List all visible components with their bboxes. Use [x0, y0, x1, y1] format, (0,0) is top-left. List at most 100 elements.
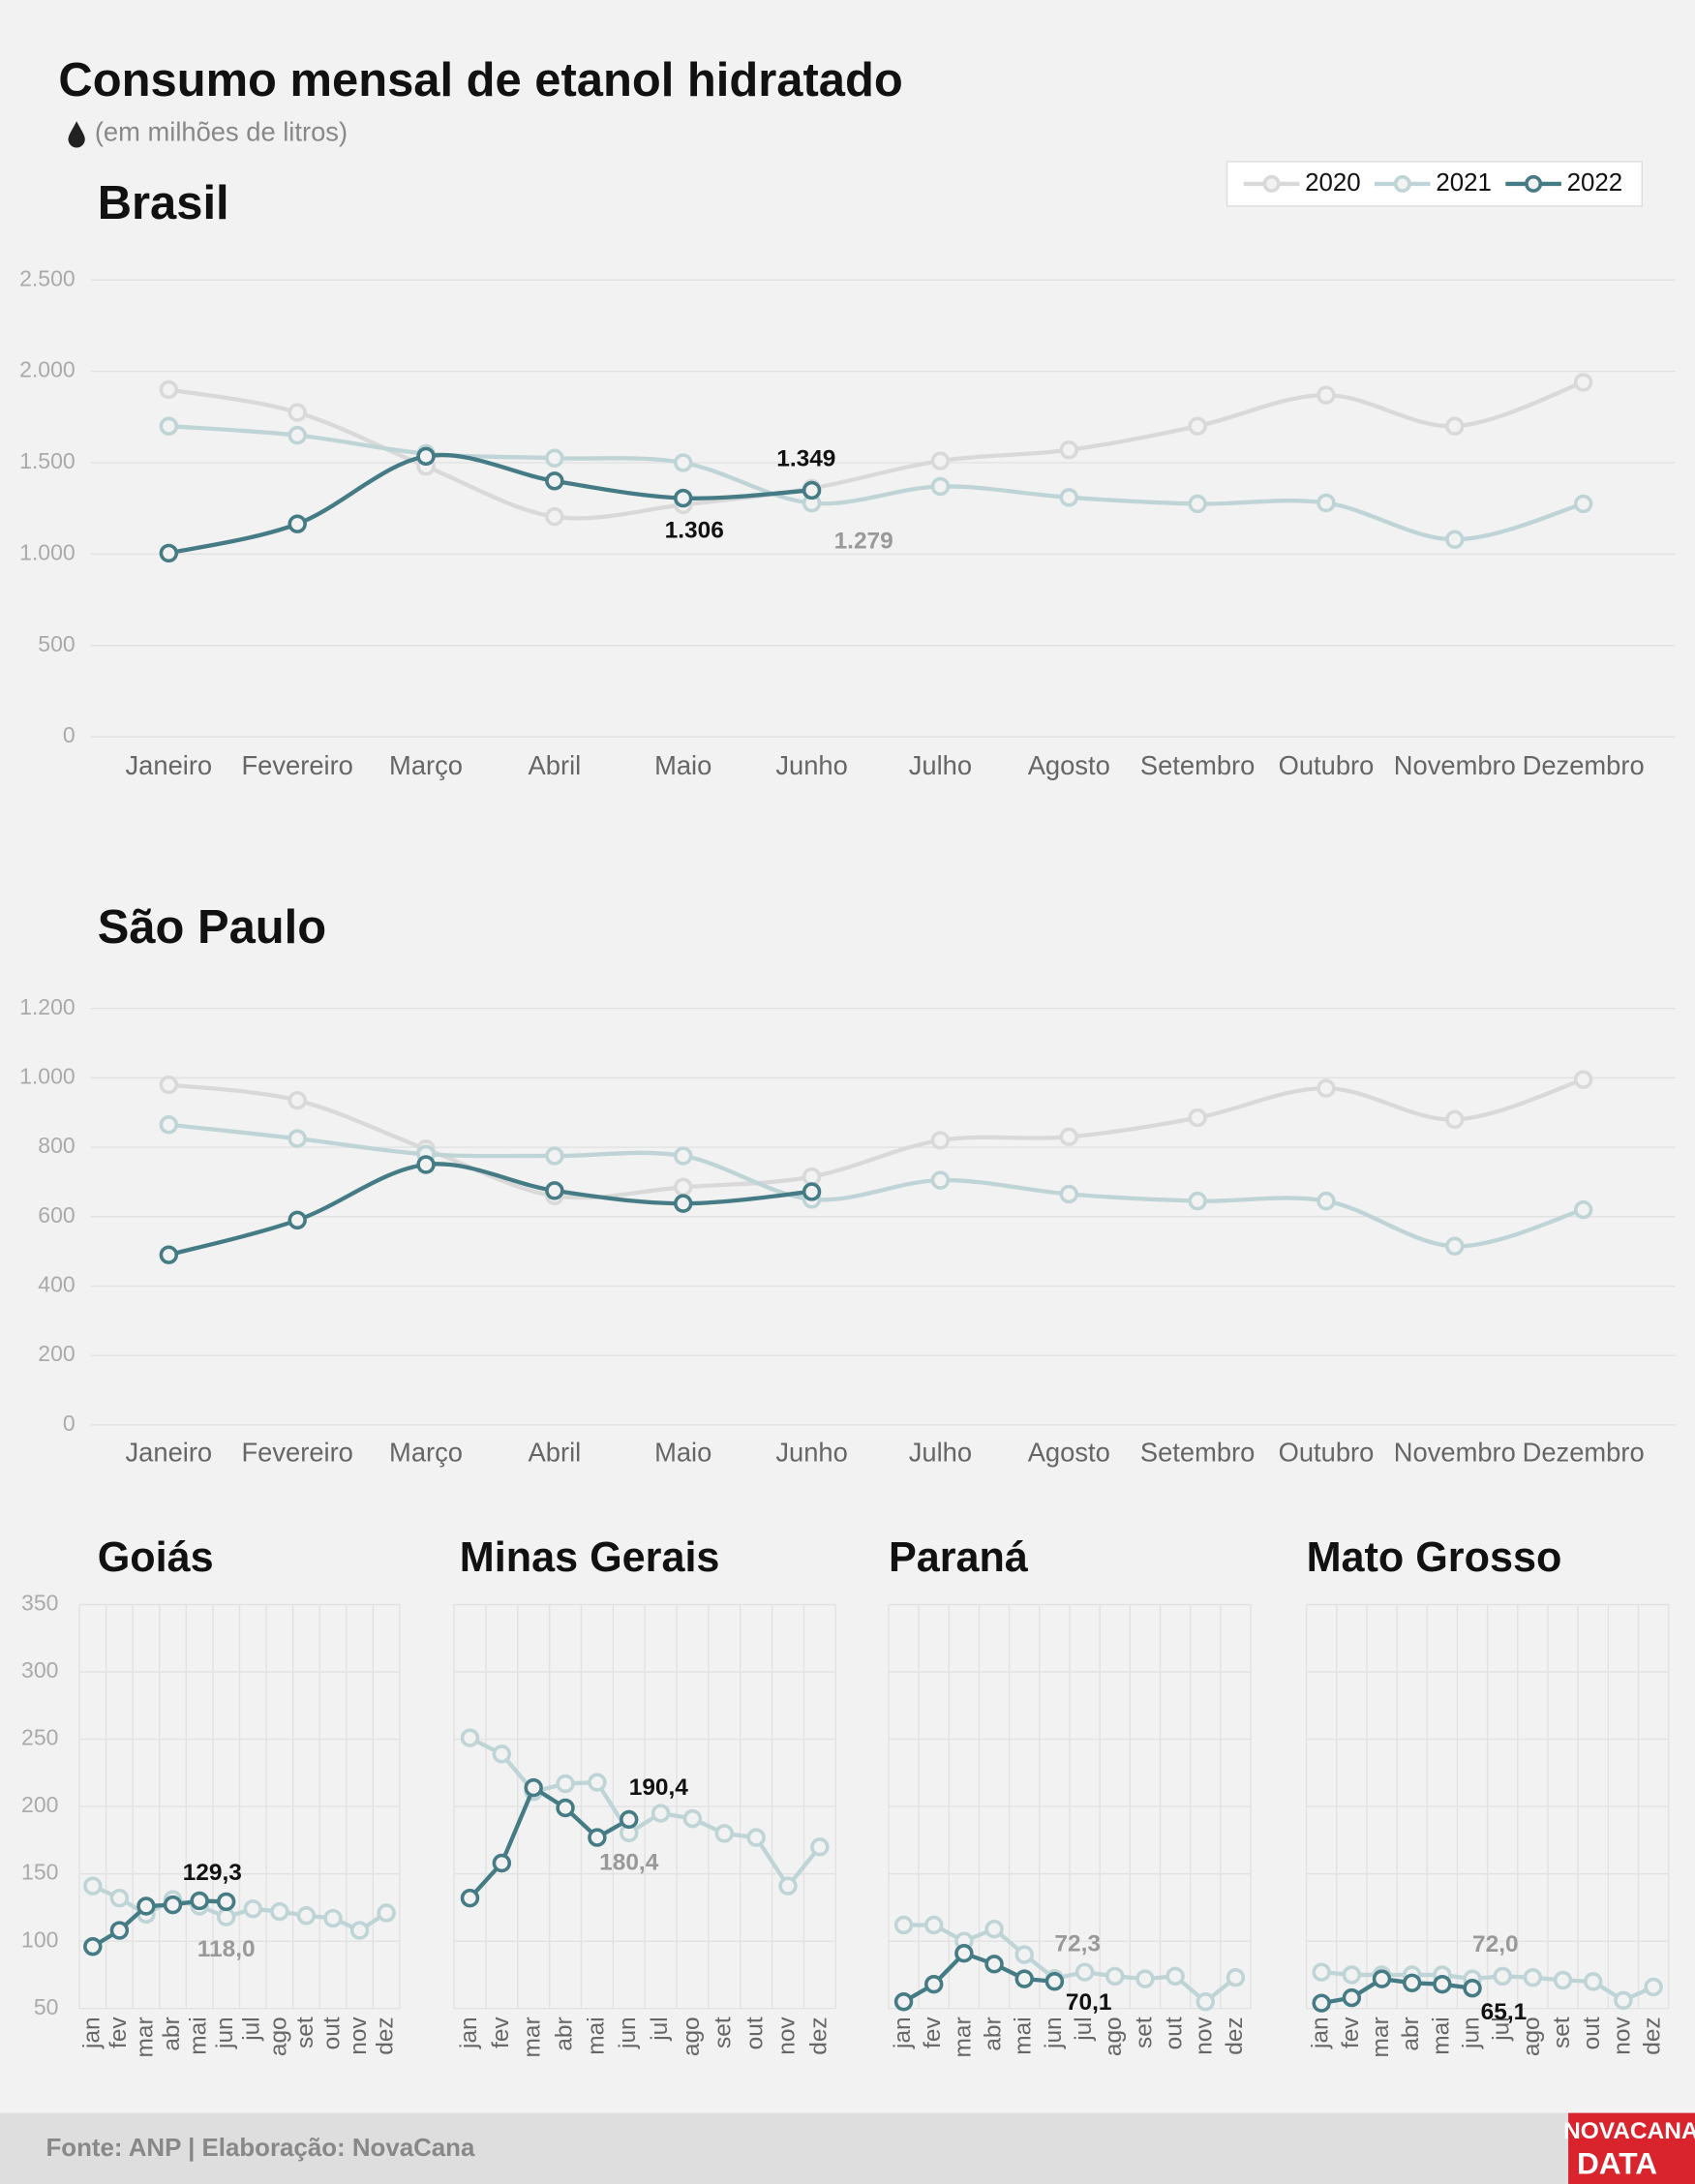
data-point — [1573, 1070, 1593, 1089]
data-point — [136, 1896, 156, 1916]
x-tick-label: Maio — [654, 750, 711, 780]
data-point — [545, 506, 564, 527]
x-tick-label: jul — [1489, 2017, 1515, 2041]
data-point — [778, 1876, 798, 1896]
y-tick-label: 300 — [21, 1657, 58, 1683]
x-tick-label: dez — [1222, 2017, 1248, 2054]
series-line — [168, 1077, 1585, 1200]
data-point — [288, 1090, 307, 1110]
data-point — [1188, 494, 1207, 514]
data-label: 180,4 — [599, 1849, 659, 1875]
data-point — [323, 1908, 343, 1928]
data-point — [1433, 1974, 1452, 1994]
data-point — [1059, 488, 1078, 507]
data-point — [159, 1115, 179, 1135]
x-tick-label: Agosto — [1028, 1437, 1110, 1467]
x-tick-label: Junho — [775, 1437, 847, 1467]
data-label: 70,1 — [1066, 1989, 1112, 2016]
data-point — [1226, 1968, 1246, 1987]
x-tick-label: Setembro — [1140, 750, 1255, 780]
x-tick-label: mai — [186, 2017, 212, 2054]
data-point — [556, 1798, 575, 1818]
x-tick-label: out — [318, 2017, 345, 2049]
y-tick-label: 400 — [38, 1272, 75, 1297]
data-point — [545, 1146, 564, 1166]
data-point — [216, 1892, 236, 1912]
legend-marker — [1262, 174, 1281, 193]
x-tick-label: Junho — [775, 750, 847, 780]
y-tick-label: 200 — [38, 1341, 75, 1366]
data-point — [190, 1891, 209, 1911]
data-point — [349, 1921, 370, 1940]
x-tick-label: ago — [265, 2017, 291, 2056]
x-tick-label: mar — [520, 2017, 546, 2057]
data-label: 65,1 — [1481, 1999, 1528, 2025]
legend-label: 2020 — [1305, 169, 1361, 197]
x-tick-label: mai — [1428, 2017, 1454, 2054]
data-point — [159, 1245, 179, 1264]
data-label: 72,0 — [1472, 1931, 1519, 1957]
data-point — [923, 1974, 944, 1994]
x-tick-label: jan — [456, 2017, 482, 2049]
x-tick-label: jan — [890, 2017, 916, 2049]
data-point — [1317, 1191, 1336, 1211]
x-tick-label: Março — [389, 750, 463, 780]
data-point — [1644, 1977, 1663, 1997]
series-line — [167, 453, 812, 556]
data-point — [1188, 1107, 1207, 1128]
data-point — [159, 416, 179, 436]
data-point — [1135, 1969, 1155, 1988]
data-point — [1075, 1962, 1095, 1982]
data-point — [1317, 385, 1336, 405]
data-point — [288, 514, 307, 533]
data-point — [1044, 1972, 1065, 1991]
x-tick-label: dez — [373, 2017, 399, 2054]
chart-title: São Paulo — [98, 901, 326, 954]
y-tick-label: 50 — [34, 1994, 59, 2019]
x-tick-label: Dezembro — [1523, 1437, 1645, 1467]
x-tick-label: set — [711, 2017, 737, 2048]
data-point — [83, 1876, 103, 1896]
data-point — [1312, 1962, 1331, 1982]
data-point — [545, 471, 564, 491]
y-tick-label: 1.200 — [19, 994, 76, 1019]
chart-title: Goiás — [98, 1534, 214, 1581]
data-point — [1445, 1236, 1465, 1256]
x-tick-label: fev — [920, 2017, 946, 2048]
y-tick-label: 100 — [21, 1926, 58, 1952]
series-line — [167, 1162, 812, 1258]
data-point — [545, 1181, 564, 1200]
data-point — [674, 453, 693, 472]
x-tick-label: dez — [805, 2017, 832, 2054]
x-tick-label: Novembro — [1394, 750, 1516, 780]
data-point — [682, 1808, 703, 1829]
x-tick-label: Janeiro — [126, 1437, 213, 1467]
data-point — [1342, 1965, 1362, 1985]
data-point — [674, 1177, 693, 1198]
data-point — [954, 1943, 974, 1963]
data-point — [930, 451, 951, 470]
data-point — [556, 1774, 575, 1794]
data-point — [923, 1915, 944, 1935]
data-label: 72,3 — [1054, 1931, 1101, 1957]
data-point — [1614, 1990, 1633, 2011]
x-tick-label: Março — [389, 1437, 463, 1467]
data-point — [588, 1828, 607, 1847]
data-label: 1.306 — [665, 518, 724, 544]
x-tick-label: Dezembro — [1523, 750, 1645, 780]
x-tick-label: Julho — [909, 1437, 972, 1467]
x-tick-label: dez — [1640, 2017, 1666, 2054]
data-point — [1523, 1968, 1543, 1987]
x-tick-label: jul — [1071, 2017, 1097, 2041]
logo-text: NOVACANA — [1563, 2118, 1695, 2144]
data-point — [377, 1903, 396, 1923]
data-label: 1.349 — [776, 445, 835, 471]
data-point — [288, 1210, 307, 1230]
x-tick-label: nov — [346, 2017, 372, 2055]
y-tick-label: 1.000 — [19, 1063, 76, 1088]
data-point — [746, 1828, 766, 1847]
data-point — [588, 1773, 607, 1792]
data-point — [216, 1907, 236, 1926]
drop-icon — [68, 121, 85, 148]
